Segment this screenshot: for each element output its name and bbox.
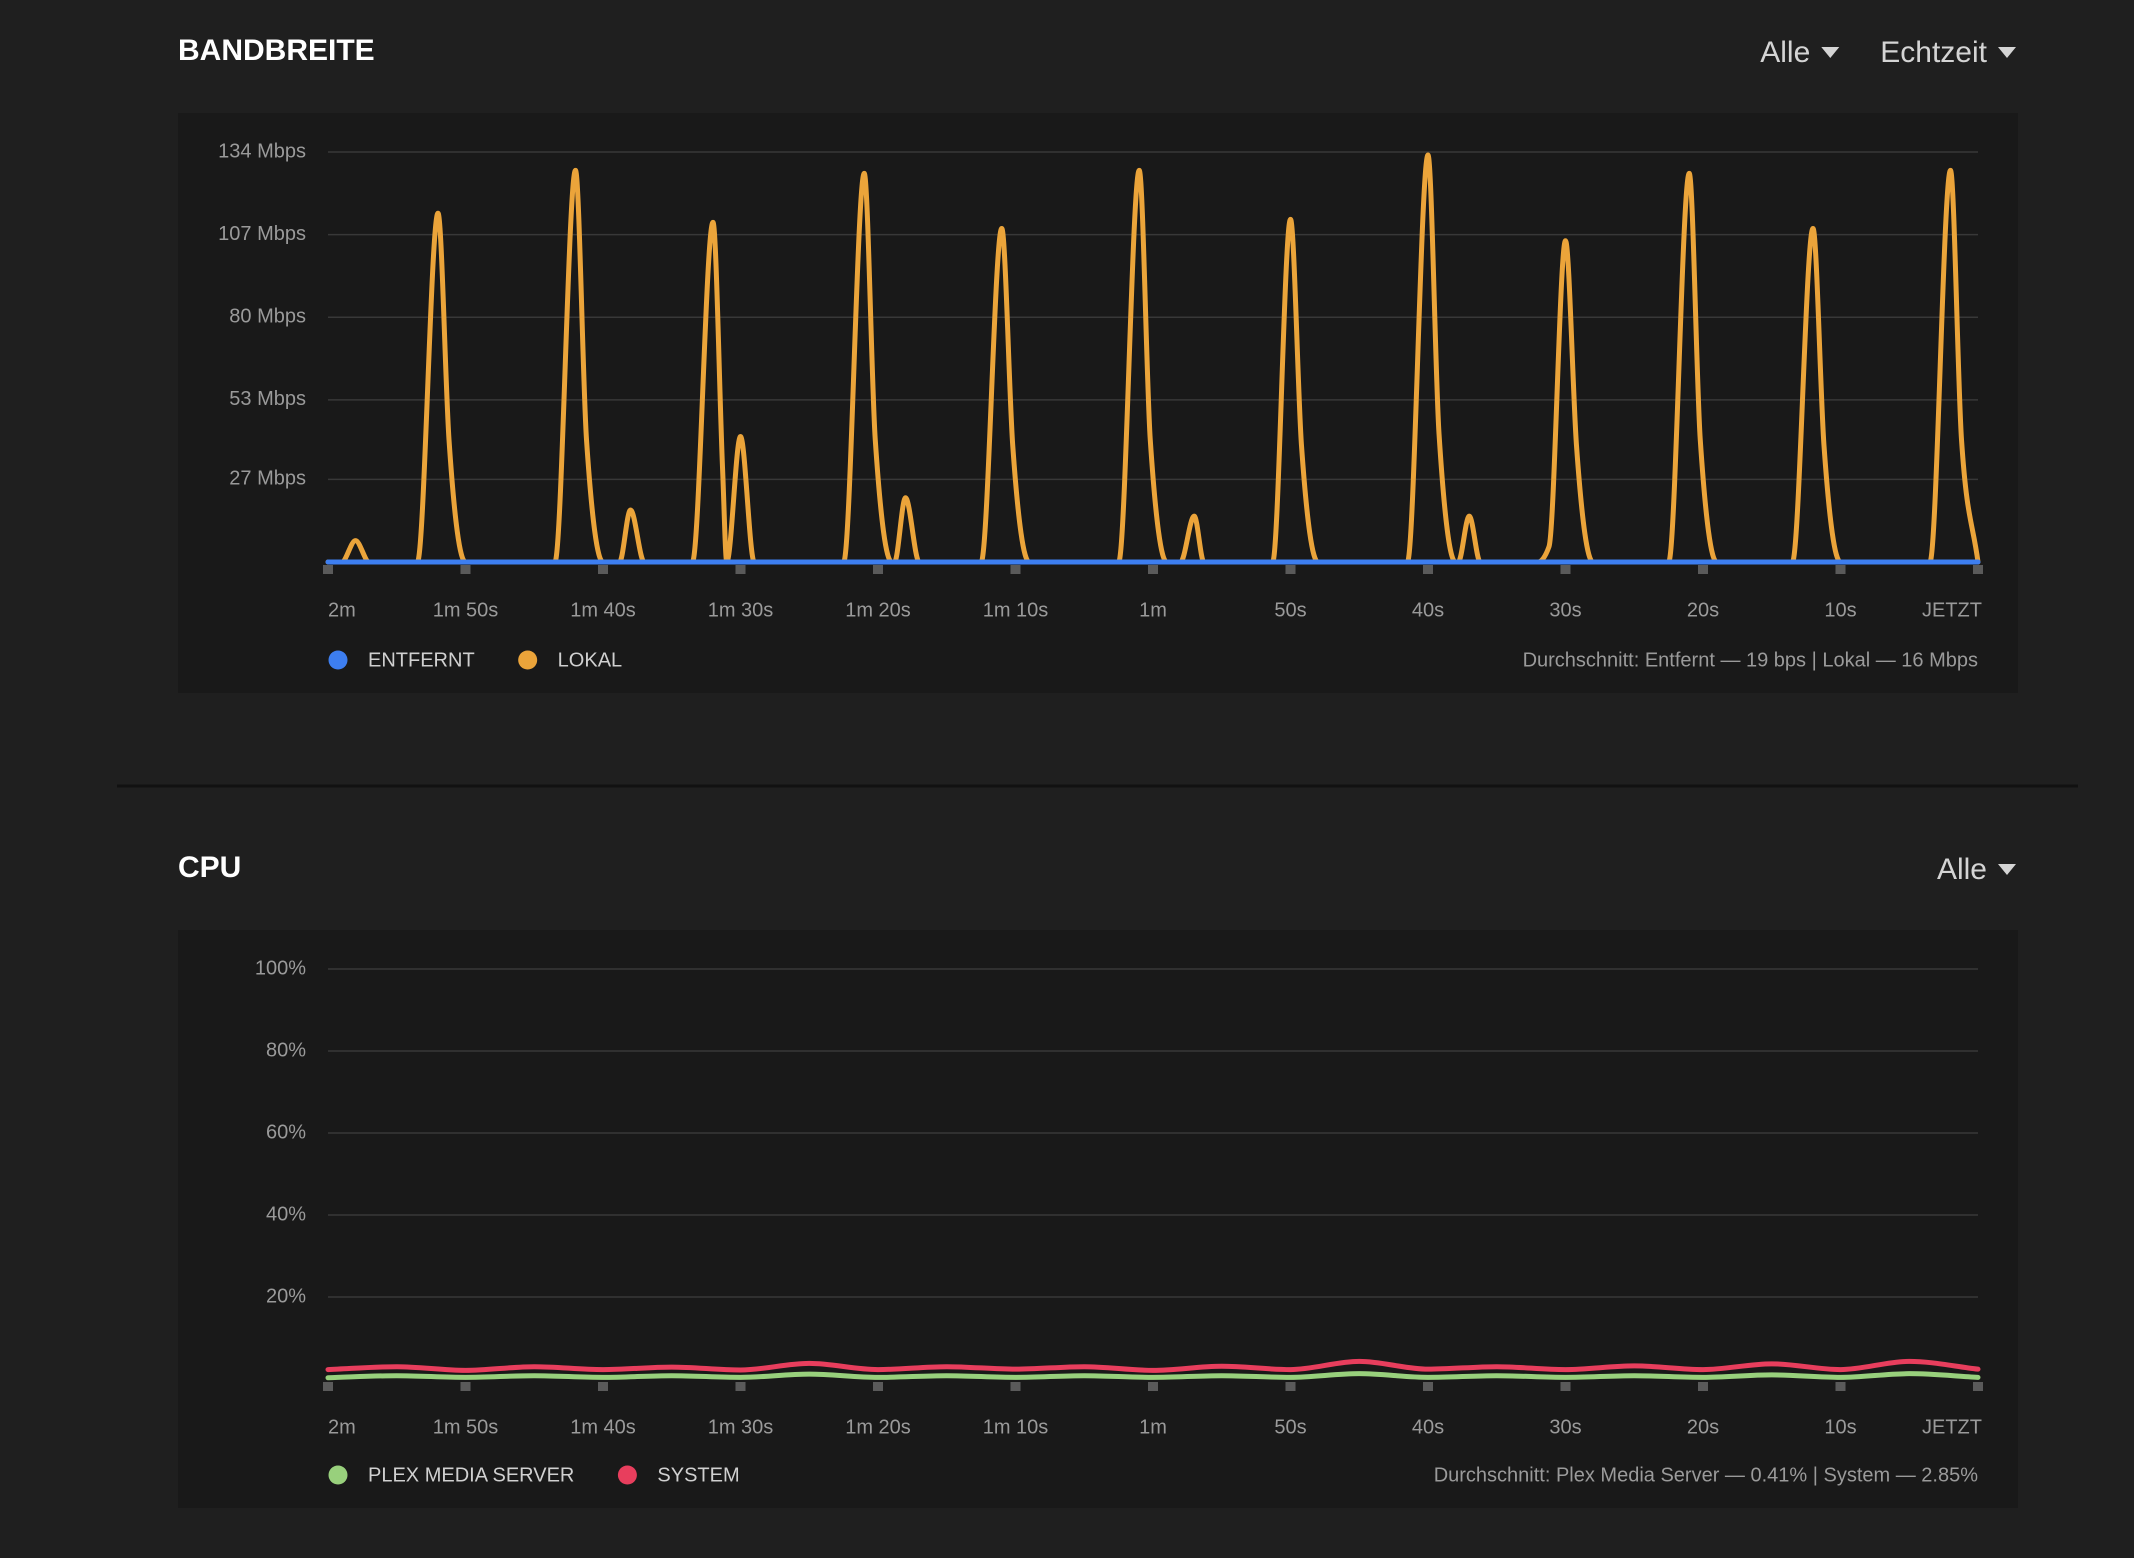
x-tick-label: 50s (1274, 1416, 1306, 1438)
x-tick-mark (1973, 1382, 1983, 1391)
x-tick-label: 50s (1274, 599, 1306, 621)
x-tick-label: 1m 20s (845, 599, 911, 621)
x-tick-label: 2m (328, 1416, 356, 1438)
x-tick-label: 30s (1549, 1416, 1581, 1438)
y-tick-label: 80% (266, 1039, 306, 1061)
x-tick-mark (1010, 1382, 1021, 1391)
x-tick-label: 40s (1412, 1416, 1444, 1438)
legend-swatch (328, 1465, 348, 1485)
legend-label: ENTFERNT (368, 649, 475, 671)
x-tick-mark (598, 565, 608, 574)
x-tick-mark (1423, 1382, 1433, 1391)
x-tick-label: 2m (328, 599, 356, 621)
x-tick-mark (1560, 565, 1571, 574)
x-tick-mark (323, 1382, 333, 1391)
summary: Durchschnitt: Entfernt — 19 bps | Lokal … (1523, 649, 1978, 671)
x-tick-label: 10s (1824, 1416, 1856, 1438)
x-tick-mark (1698, 565, 1708, 574)
x-tick-label: 1m 30s (708, 599, 774, 621)
x-tick-mark (873, 1382, 883, 1391)
y-tick-label: 20% (266, 1285, 306, 1307)
dropdown[interactable]: Alle (1937, 853, 1987, 886)
x-tick-label: 1m 50s (433, 1416, 499, 1438)
x-tick-mark (1285, 565, 1296, 574)
legend-swatch (617, 1465, 637, 1485)
legend-label: SYSTEM (657, 1464, 739, 1486)
x-tick-label: 1m 40s (570, 599, 636, 621)
x-tick-label: 1m 10s (983, 599, 1049, 621)
y-tick-label: 80 Mbps (229, 306, 306, 328)
chart-title: CPU (178, 851, 241, 884)
x-tick-label: 30s (1549, 599, 1581, 621)
x-tick-mark (1560, 1382, 1571, 1391)
chart-title: BANDBREITE (178, 34, 375, 67)
y-tick-label: 53 Mbps (229, 388, 306, 410)
x-tick-label: JETZT (1922, 599, 1982, 621)
x-tick-label: 1m (1139, 1416, 1167, 1438)
legend-swatch (518, 650, 538, 670)
dropdown-arrow[interactable] (1998, 47, 2016, 58)
x-tick-mark (323, 565, 333, 574)
x-tick-label: 1m 10s (983, 1416, 1049, 1438)
dropdown[interactable]: Alle (1760, 36, 1810, 69)
legend-swatch (328, 650, 348, 670)
panel (178, 113, 2018, 693)
y-tick-label: 100% (255, 957, 306, 979)
y-tick-label: 27 Mbps (229, 468, 306, 490)
panel (178, 930, 2018, 1508)
dropdown-arrow[interactable] (1998, 864, 2016, 875)
x-tick-mark (1835, 1382, 1846, 1391)
x-tick-mark (1148, 565, 1158, 574)
x-tick-mark (1148, 1382, 1158, 1391)
x-tick-label: 20s (1687, 599, 1719, 621)
x-tick-mark (735, 565, 746, 574)
x-tick-mark (873, 565, 883, 574)
dropdown-arrow[interactable] (1821, 47, 1840, 58)
y-tick-label: 107 Mbps (218, 223, 306, 245)
x-tick-mark (1973, 565, 1983, 574)
x-tick-label: 1m 30s (708, 1416, 774, 1438)
summary: Durchschnitt: Plex Media Server — 0.41% … (1434, 1464, 1979, 1486)
x-tick-mark (1423, 565, 1433, 574)
x-tick-mark (598, 1382, 608, 1391)
y-tick-label: 60% (266, 1121, 306, 1143)
y-tick-label: 40% (266, 1203, 306, 1225)
x-tick-label: 1m 40s (570, 1416, 636, 1438)
x-tick-label: 20s (1687, 1416, 1719, 1438)
dropdown[interactable]: Echtzeit (1880, 36, 1987, 69)
x-tick-label: 1m (1139, 599, 1167, 621)
x-tick-label: 1m 50s (433, 599, 499, 621)
series-line (325, 1371, 1981, 1381)
x-tick-label: 10s (1824, 599, 1856, 621)
y-tick-label: 134 Mbps (218, 140, 306, 162)
x-tick-label: JETZT (1922, 1416, 1982, 1438)
legend-label: PLEX MEDIA SERVER (368, 1464, 574, 1486)
x-tick-mark (1835, 565, 1846, 574)
x-tick-mark (1285, 1382, 1296, 1391)
x-tick-mark (1010, 565, 1021, 574)
x-tick-label: 40s (1412, 599, 1444, 621)
legend-label: LOKAL (558, 649, 622, 671)
x-tick-mark (460, 1382, 471, 1391)
x-tick-mark (735, 1382, 746, 1391)
x-tick-mark (1698, 1382, 1708, 1391)
x-tick-mark (460, 565, 471, 574)
series-line (325, 1358, 1981, 1373)
x-tick-label: 1m 20s (845, 1416, 911, 1438)
